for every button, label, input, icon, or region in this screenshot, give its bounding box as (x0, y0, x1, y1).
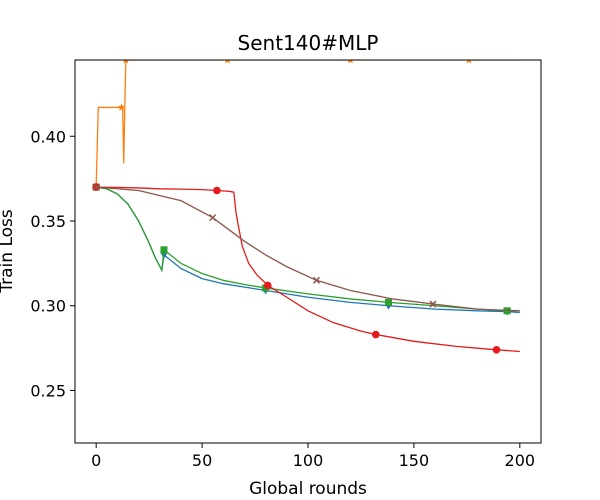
marker (263, 281, 272, 290)
marker (371, 330, 380, 339)
x-axis-label: Global rounds (249, 479, 367, 499)
marker (123, 60, 129, 64)
series-line (96, 186, 520, 312)
plot-area (92, 60, 520, 354)
marker (209, 214, 217, 222)
y-tick-label: 0.25 (30, 381, 66, 400)
marker (347, 60, 353, 64)
chart-title: Sent140#MLP (238, 31, 379, 55)
marker (429, 300, 437, 308)
y-tick-label: 0.30 (30, 297, 66, 316)
marker (117, 103, 126, 111)
x-tick-label: 100 (293, 451, 324, 470)
marker (384, 298, 392, 306)
x-tick-label: 200 (505, 451, 536, 470)
y-axis-label: Train Loss (0, 209, 17, 294)
marker (492, 345, 501, 354)
marker (213, 186, 221, 195)
x-tick-label: 150 (399, 451, 430, 470)
x-tick-label: 50 (192, 451, 212, 470)
marker (312, 276, 321, 284)
x-tick-label: 0 (91, 451, 101, 470)
marker (92, 183, 100, 191)
marker (160, 246, 168, 254)
marker (225, 60, 230, 64)
y-tick-label: 0.40 (30, 127, 66, 146)
y-tick-label: 0.35 (30, 212, 66, 231)
axes-frame (74, 59, 542, 444)
marker (466, 60, 472, 64)
series-line (95, 60, 520, 186)
series-line (96, 186, 520, 312)
series-line (96, 186, 520, 353)
